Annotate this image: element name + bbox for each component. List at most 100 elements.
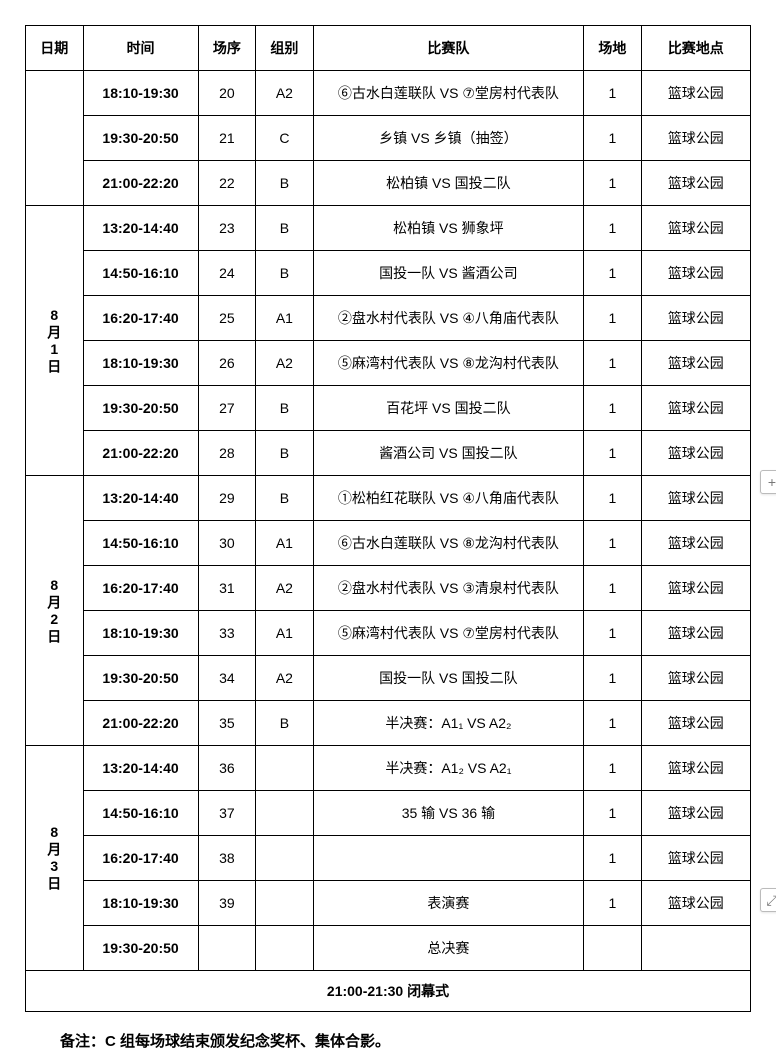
table-row: 16:20-17:40381篮球公园	[26, 836, 751, 881]
time-cell: 18:10-19:30	[83, 71, 198, 116]
loc-cell: 篮球公园	[641, 656, 750, 701]
venue-cell: 1	[584, 701, 642, 746]
seq-cell: 29	[198, 476, 256, 521]
seq-cell: 31	[198, 566, 256, 611]
table-row: 18:10-19:3039表演赛1篮球公园	[26, 881, 751, 926]
time-cell: 21:00-22:20	[83, 161, 198, 206]
table-row: 14:50-16:1030A1⑥古水白莲联队 VS ⑧龙沟村代表队1篮球公园	[26, 521, 751, 566]
venue-cell: 1	[584, 611, 642, 656]
match-cell: 松柏镇 VS 国投二队	[313, 161, 583, 206]
time-cell: 19:30-20:50	[83, 926, 198, 971]
venue-cell: 1	[584, 251, 642, 296]
table-row: 19:30-20:50总决赛	[26, 926, 751, 971]
loc-cell: 篮球公园	[641, 296, 750, 341]
venue-cell: 1	[584, 116, 642, 161]
table-row: 21:00-22:2035B半决赛：A1₁ VS A2₂1篮球公园	[26, 701, 751, 746]
match-cell: ②盘水村代表队 VS ④八角庙代表队	[313, 296, 583, 341]
th-venue: 场地	[584, 26, 642, 71]
table-row: 18:10-19:3020A2⑥古水白莲联队 VS ⑦堂房村代表队1篮球公园	[26, 71, 751, 116]
group-cell: B	[256, 206, 314, 251]
loc-cell	[641, 926, 750, 971]
venue-cell: 1	[584, 881, 642, 926]
seq-cell: 23	[198, 206, 256, 251]
time-cell: 14:50-16:10	[83, 791, 198, 836]
venue-cell	[584, 926, 642, 971]
group-cell: B	[256, 476, 314, 521]
closing-row: 21:00-21:30 闭幕式	[26, 971, 751, 1012]
group-cell	[256, 926, 314, 971]
th-match: 比赛队	[313, 26, 583, 71]
time-cell: 18:10-19:30	[83, 341, 198, 386]
expand-button-icon[interactable]: ⤢	[760, 888, 776, 912]
table-row: 19:30-20:5034A2国投一队 VS 国投二队1篮球公园	[26, 656, 751, 701]
venue-cell: 1	[584, 386, 642, 431]
time-cell: 16:20-17:40	[83, 296, 198, 341]
loc-cell: 篮球公园	[641, 71, 750, 116]
loc-cell: 篮球公园	[641, 116, 750, 161]
venue-cell: 1	[584, 791, 642, 836]
venue-cell: 1	[584, 206, 642, 251]
table-row: 19:30-20:5027B百花坪 VS 国投二队1篮球公园	[26, 386, 751, 431]
match-cell: 国投一队 VS 酱酒公司	[313, 251, 583, 296]
closing-cell: 21:00-21:30 闭幕式	[26, 971, 751, 1012]
loc-cell: 篮球公园	[641, 206, 750, 251]
group-cell: A2	[256, 341, 314, 386]
table-row: 19:30-20:5021C乡镇 VS 乡镇（抽签）1篮球公园	[26, 116, 751, 161]
group-cell: B	[256, 161, 314, 206]
venue-cell: 1	[584, 296, 642, 341]
time-cell: 14:50-16:10	[83, 251, 198, 296]
table-row: 16:20-17:4025A1②盘水村代表队 VS ④八角庙代表队1篮球公园	[26, 296, 751, 341]
match-cell	[313, 836, 583, 881]
th-loc: 比赛地点	[641, 26, 750, 71]
time-cell: 21:00-22:20	[83, 431, 198, 476]
match-cell: 35 输 VS 36 输	[313, 791, 583, 836]
time-cell: 14:50-16:10	[83, 521, 198, 566]
match-cell: ⑤麻湾村代表队 VS ⑧龙沟村代表队	[313, 341, 583, 386]
seq-cell: 34	[198, 656, 256, 701]
th-seq: 场序	[198, 26, 256, 71]
table-row: 14:50-16:1024B国投一队 VS 酱酒公司1篮球公园	[26, 251, 751, 296]
time-cell: 16:20-17:40	[83, 836, 198, 881]
group-cell: B	[256, 386, 314, 431]
loc-cell: 篮球公园	[641, 386, 750, 431]
seq-cell: 24	[198, 251, 256, 296]
group-cell: A2	[256, 656, 314, 701]
venue-cell: 1	[584, 566, 642, 611]
add-button-icon[interactable]: +	[760, 470, 776, 494]
time-cell: 13:20-14:40	[83, 746, 198, 791]
time-cell: 21:00-22:20	[83, 701, 198, 746]
table-row: 18:10-19:3033A1⑤麻湾村代表队 VS ⑦堂房村代表队1篮球公园	[26, 611, 751, 656]
venue-cell: 1	[584, 341, 642, 386]
table-row: 21:00-22:2028B酱酒公司 VS 国投二队1篮球公园	[26, 431, 751, 476]
group-cell: C	[256, 116, 314, 161]
venue-cell: 1	[584, 161, 642, 206]
time-cell: 16:20-17:40	[83, 566, 198, 611]
group-cell: B	[256, 431, 314, 476]
loc-cell: 篮球公园	[641, 341, 750, 386]
match-cell: 国投一队 VS 国投二队	[313, 656, 583, 701]
table-row: 14:50-16:103735 输 VS 36 输1篮球公园	[26, 791, 751, 836]
loc-cell: 篮球公园	[641, 611, 750, 656]
table-row: 18:10-19:3026A2⑤麻湾村代表队 VS ⑧龙沟村代表队1篮球公园	[26, 341, 751, 386]
th-group: 组别	[256, 26, 314, 71]
table-row: 16:20-17:4031A2②盘水村代表队 VS ③清泉村代表队1篮球公园	[26, 566, 751, 611]
venue-cell: 1	[584, 521, 642, 566]
loc-cell: 篮球公园	[641, 836, 750, 881]
match-cell: 乡镇 VS 乡镇（抽签）	[313, 116, 583, 161]
th-date: 日期	[26, 26, 84, 71]
loc-cell: 篮球公园	[641, 431, 750, 476]
match-cell: ⑥古水白莲联队 VS ⑧龙沟村代表队	[313, 521, 583, 566]
date-cell: 8月2日	[26, 476, 84, 746]
seq-cell: 33	[198, 611, 256, 656]
footer-note: 备注：C 组每场球结束颁发纪念奖杯、集体合影。	[60, 1030, 751, 1051]
loc-cell: 篮球公园	[641, 476, 750, 521]
seq-cell: 35	[198, 701, 256, 746]
seq-cell: 30	[198, 521, 256, 566]
match-cell: ⑤麻湾村代表队 VS ⑦堂房村代表队	[313, 611, 583, 656]
seq-cell: 38	[198, 836, 256, 881]
table-row: 21:00-22:2022B松柏镇 VS 国投二队1篮球公园	[26, 161, 751, 206]
group-cell: B	[256, 251, 314, 296]
match-cell: 松柏镇 VS 狮象坪	[313, 206, 583, 251]
seq-cell: 39	[198, 881, 256, 926]
loc-cell: 篮球公园	[641, 161, 750, 206]
